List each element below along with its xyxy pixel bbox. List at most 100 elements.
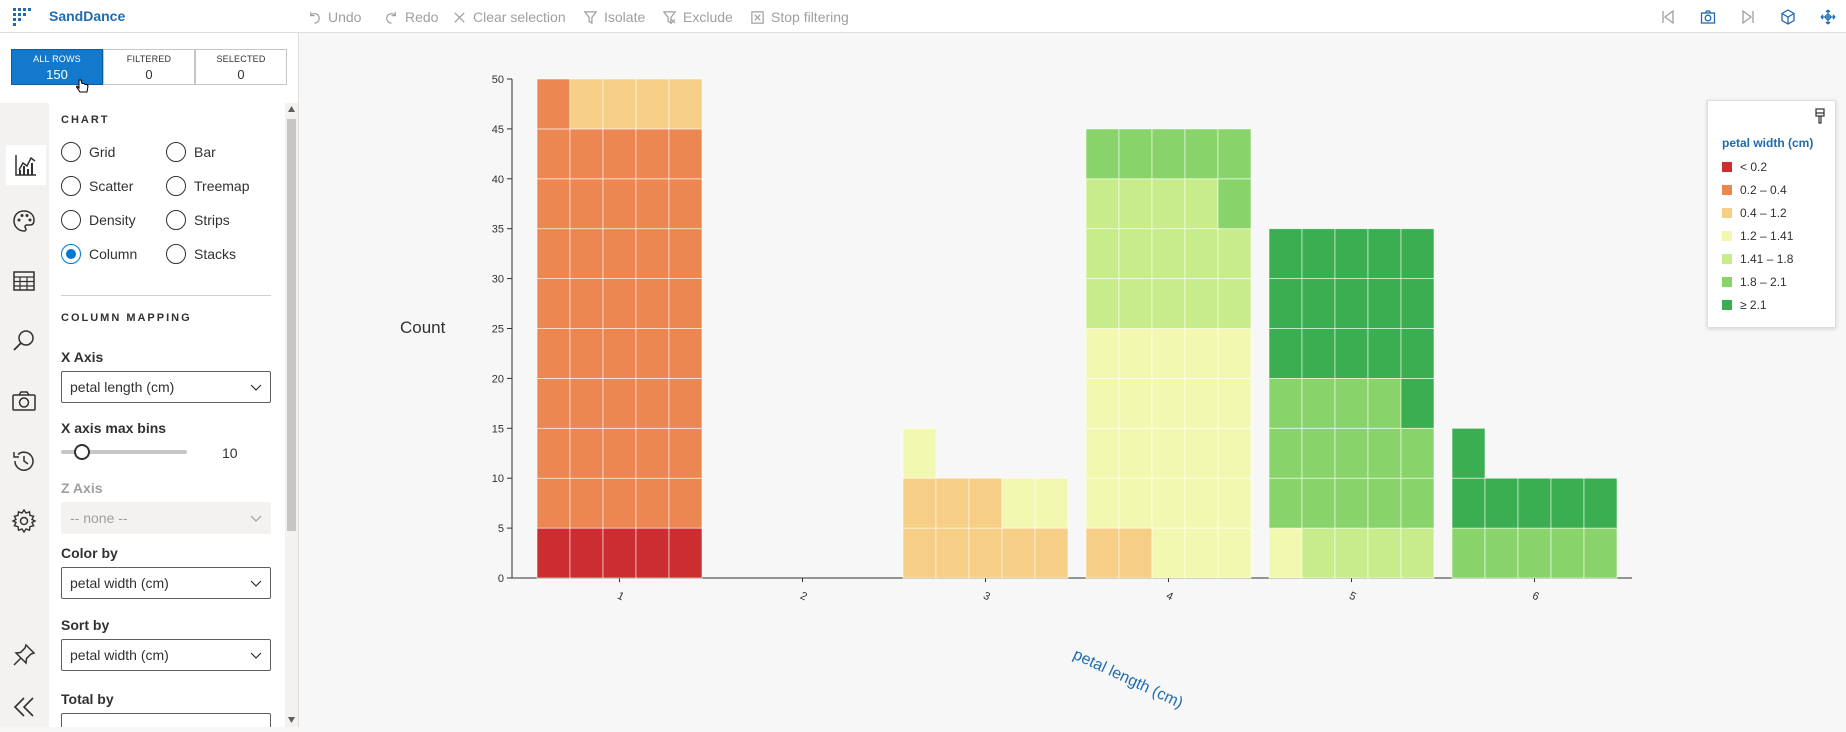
- panel-scrollbar[interactable]: [285, 103, 298, 727]
- chart-type-label: Column: [89, 246, 138, 262]
- data-cell: [602, 128, 637, 180]
- chart-type-treemap[interactable]: Treemap: [166, 176, 250, 196]
- isolate-button[interactable]: Isolate: [583, 7, 645, 27]
- double-chevron-left-icon: [13, 697, 34, 717]
- side-icon-bar: [0, 103, 49, 727]
- selected-button[interactable]: SELECTED 0: [195, 49, 287, 85]
- redo-button[interactable]: Redo: [384, 7, 438, 27]
- data-cell: [1034, 527, 1069, 579]
- data-cell: [635, 128, 670, 180]
- close-icon: [454, 11, 465, 23]
- color-legend: petal width (cm) < 0.2 0.2 – 0.4 0.4 – 1.2…: [1707, 100, 1836, 328]
- legend-item[interactable]: < 0.2: [1722, 160, 1767, 174]
- data-cell: [1184, 278, 1219, 329]
- data-cell: [569, 178, 604, 230]
- exclude-button[interactable]: Exclude: [662, 7, 733, 27]
- legend-label: < 0.2: [1740, 160, 1768, 174]
- x-bins-value: 10: [222, 445, 238, 461]
- data-cell: [1151, 328, 1186, 379]
- chart-type-strips[interactable]: Strips: [166, 210, 230, 230]
- data-cell: [668, 477, 703, 529]
- data-cell: [602, 477, 637, 529]
- pin-button[interactable]: [8, 639, 40, 671]
- legend-label: 1.8 – 2.1: [1740, 275, 1787, 289]
- settings-tab[interactable]: [8, 505, 40, 537]
- scroll-down-icon[interactable]: [288, 717, 295, 723]
- 3d-view-button[interactable]: [1778, 7, 1798, 27]
- chart-type-grid[interactable]: Grid: [61, 142, 115, 162]
- data-cell: [635, 527, 670, 579]
- legend-item[interactable]: 0.4 – 1.2: [1722, 206, 1787, 220]
- data-cell: [536, 377, 571, 429]
- sort-by-dropdown[interactable]: petal width (cm): [61, 639, 271, 671]
- legend-item[interactable]: 1.41 – 1.8: [1722, 252, 1793, 266]
- chart-type-column[interactable]: Column: [61, 244, 137, 264]
- data-cell: [668, 178, 703, 230]
- data-table-tab[interactable]: [8, 265, 40, 297]
- color-by-value: petal width (cm): [70, 575, 169, 591]
- legend-label: 1.41 – 1.8: [1740, 252, 1794, 266]
- data-cell: [536, 427, 571, 479]
- chart-tab[interactable]: [6, 145, 46, 185]
- skip-forward-icon: [1742, 9, 1754, 25]
- y-tick-label: 10: [492, 473, 504, 485]
- data-cell: [569, 128, 604, 180]
- x-bins-slider-thumb[interactable]: [74, 444, 90, 460]
- previous-snapshot-button[interactable]: [1658, 7, 1678, 27]
- chart-type-bar[interactable]: Bar: [166, 142, 216, 162]
- x-axis-dropdown[interactable]: petal length (cm): [61, 371, 271, 403]
- skip-back-icon: [1662, 9, 1674, 25]
- legend-item[interactable]: ≥ 2.1: [1722, 298, 1767, 312]
- legend-item[interactable]: 1.8 – 2.1: [1722, 275, 1787, 289]
- snapshots-tab[interactable]: [8, 385, 40, 417]
- clear-selection-button[interactable]: Clear selection: [452, 7, 566, 27]
- data-cell: [1034, 477, 1069, 529]
- y-tick-label: 25: [492, 324, 504, 336]
- legend-item[interactable]: 1.2 – 1.41: [1722, 229, 1793, 243]
- reset-camera-button[interactable]: [1818, 7, 1838, 27]
- undo-button[interactable]: Undo: [307, 7, 361, 27]
- data-cell: [1217, 427, 1252, 479]
- x-tick-label: 6: [1530, 590, 1541, 603]
- data-cell: [635, 427, 670, 479]
- data-cell: [1334, 328, 1369, 379]
- column-mapping-title: COLUMN MAPPING: [61, 312, 192, 324]
- x-bins-slider-track[interactable]: [61, 450, 187, 454]
- data-cell: [1367, 328, 1402, 379]
- chart-type-density[interactable]: Density: [61, 210, 136, 230]
- next-snapshot-button[interactable]: [1738, 7, 1758, 27]
- data-cell: [635, 377, 670, 429]
- chevron-down-icon: [250, 515, 262, 522]
- collapse-panel-button[interactable]: [8, 691, 40, 723]
- data-cell: [1268, 427, 1303, 479]
- data-cell: [1268, 377, 1303, 429]
- filtered-button[interactable]: FILTERED 0: [103, 49, 195, 85]
- data-cell: [1334, 477, 1369, 529]
- data-cell: [1184, 328, 1219, 379]
- data-cell: [1118, 128, 1153, 180]
- z-axis-dropdown[interactable]: -- none --: [61, 502, 271, 534]
- search-tab[interactable]: [8, 325, 40, 357]
- history-tab[interactable]: [8, 445, 40, 477]
- total-by-dropdown[interactable]: [61, 713, 271, 727]
- legend-item[interactable]: 0.2 – 0.4: [1722, 183, 1787, 197]
- all-rows-button[interactable]: ALL ROWS 150: [11, 49, 103, 85]
- paintbrush-icon[interactable]: [1813, 108, 1827, 124]
- snapshot-button[interactable]: [1698, 7, 1718, 27]
- funnel-icon: [583, 10, 598, 24]
- color-tab[interactable]: [8, 205, 40, 237]
- data-cell: [968, 527, 1003, 579]
- color-by-dropdown[interactable]: petal width (cm): [61, 567, 271, 599]
- chart-type-stacks[interactable]: Stacks: [166, 244, 236, 264]
- app-title: SandDance: [49, 8, 126, 24]
- data-cell: [1550, 477, 1585, 529]
- scroll-up-icon[interactable]: [288, 106, 295, 112]
- x-tick-label: 5: [1347, 590, 1358, 603]
- chart-type-scatter[interactable]: Scatter: [61, 176, 133, 196]
- stop-filtering-button[interactable]: Stop filtering: [750, 7, 849, 27]
- data-cell: [602, 527, 637, 579]
- data-cell: [1334, 527, 1369, 579]
- scrollbar-thumb[interactable]: [287, 119, 296, 531]
- chart-type-label: Grid: [89, 144, 116, 160]
